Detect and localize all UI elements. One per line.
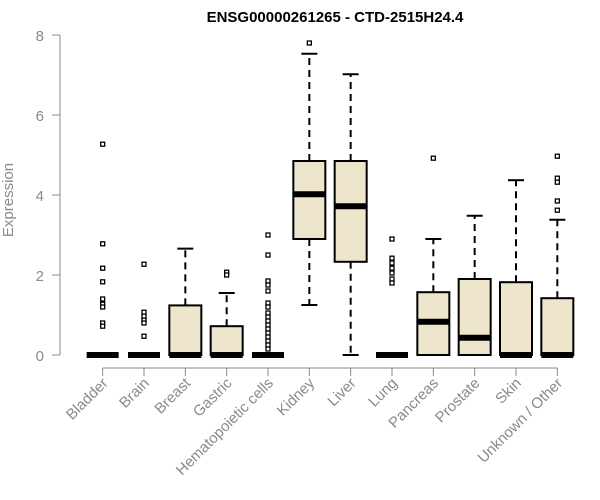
outlier-point [389,270,395,276]
x-tick-label: Skin [492,375,525,408]
outlier-point [389,280,395,286]
outlier-point [265,252,271,258]
outlier-point [100,323,106,329]
box-iqr [209,325,244,357]
outlier-point [554,179,560,185]
y-tick-label: 8 [36,28,44,45]
x-tick-label: Kidney [274,374,319,419]
y-tick-label: 2 [36,268,44,285]
outlier-point [141,320,147,326]
x-tick-label: Prostate [432,375,484,427]
box-gastric [209,269,244,358]
y-tick-label: 4 [36,188,44,205]
outlier-point [265,346,271,352]
outlier-point [141,261,147,267]
box-iqr [540,297,575,357]
x-tick-label: Lung [365,375,401,411]
box-skin [499,179,533,358]
x-tick-label: Brain [116,375,153,412]
box-kidney [292,40,327,306]
y-axis-label: Expression [0,163,17,237]
box-brain [128,261,160,358]
outlier-point [100,241,106,247]
box-iqr [333,160,368,263]
box-hematopoietic-cells [252,232,284,358]
outlier-point [141,333,147,339]
box-liver [333,73,368,356]
outlier-point [554,207,560,213]
outlier-point [306,40,312,46]
box-lung [376,236,408,358]
outlier-point [265,304,271,310]
outlier-point [100,296,106,302]
outlier-point [100,141,106,147]
outlier-point [554,153,560,159]
outlier-point [389,236,395,242]
outlier-point [265,282,271,288]
outlier-point [100,265,106,271]
outlier-point [430,155,436,161]
x-tick-label: Bladder [63,375,112,424]
chart-title: ENSG00000261265 - CTD-2515H24.4 [207,9,464,26]
box-prostate [457,214,492,356]
x-tick-label: Breast [151,374,194,417]
outlier-point [265,288,271,294]
box-unknown-other [540,153,575,358]
outlier-point [389,260,395,266]
box-pancreas [416,155,451,357]
outlier-point [100,279,106,285]
box-iqr [457,278,492,356]
box-iqr [499,281,533,357]
outlier-point [389,265,395,271]
outlier-point [389,255,395,261]
y-tick-label: 0 [36,348,44,365]
box-iqr [168,304,203,356]
box-breast [168,247,203,358]
box-bladder [86,141,119,358]
outlier-point [100,304,106,310]
outlier-point [554,198,560,204]
y-axis: 0 2 4 6 8 [36,28,61,365]
y-tick-label: 6 [36,108,44,125]
boxes-layer [86,40,575,358]
outlier-point [265,232,271,238]
x-tick-label: Liver [324,375,359,410]
box-iqr [292,160,327,240]
outlier-point [224,272,230,278]
